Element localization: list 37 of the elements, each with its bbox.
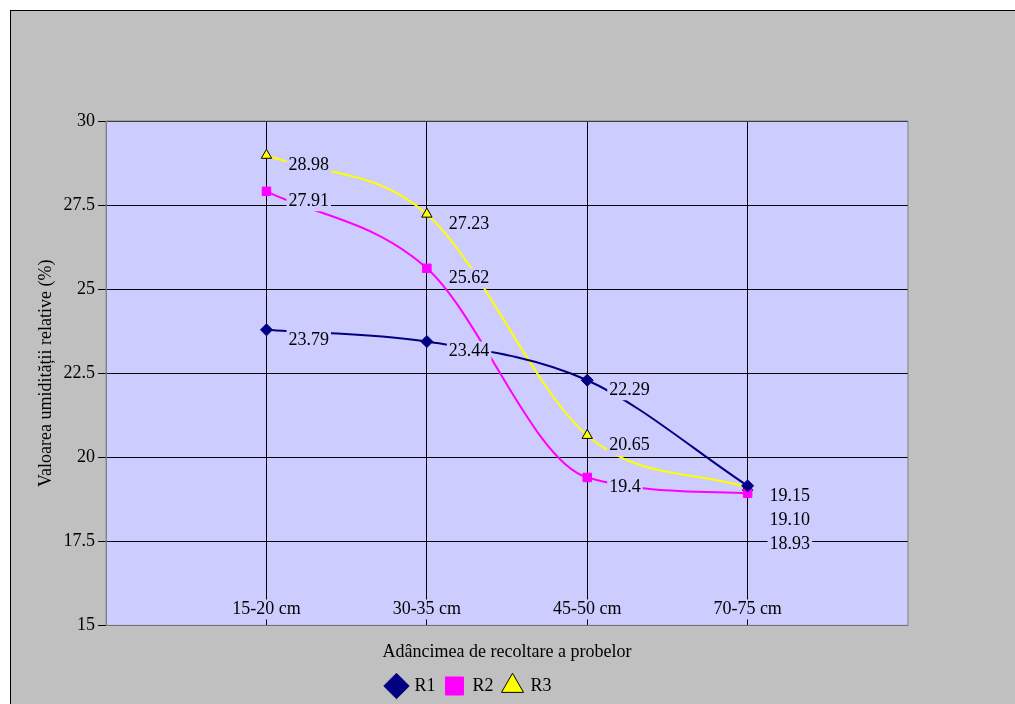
point <box>421 207 433 218</box>
point <box>420 335 434 349</box>
point <box>581 428 593 439</box>
point <box>580 373 594 387</box>
x-tick-label: 70-75 cm <box>713 598 782 619</box>
x-tick-label: 45-50 cm <box>553 598 622 619</box>
data-label: 19.15 <box>769 484 811 505</box>
data-label: 23.79 <box>288 328 329 349</box>
data-label: 22.29 <box>609 379 650 399</box>
data-label: 19.10 <box>769 508 811 529</box>
y-tick-label: 30 <box>77 109 96 130</box>
y-tick-label: 25 <box>77 277 96 298</box>
y-tick-label: 22.5 <box>63 361 96 382</box>
data-label: 28.98 <box>288 154 329 175</box>
point <box>260 148 273 159</box>
data-label: 25.62 <box>448 267 490 288</box>
legend-label: R2 <box>472 674 494 695</box>
x-tick-label: 30-35 cm <box>392 598 462 619</box>
legend-label: R1 <box>414 674 436 695</box>
y-axis-title: Valoarea umidității relative (%) <box>34 259 56 487</box>
y-tick-label: 17.5 <box>63 530 96 551</box>
y-tick-label: 27.5 <box>63 193 96 214</box>
point <box>259 323 273 337</box>
x-tick-label: 15-20 cm <box>232 598 301 619</box>
legend-label: R3 <box>530 674 552 695</box>
data-label: 19.4 <box>609 476 641 497</box>
data-label: 27.23 <box>448 212 490 233</box>
y-tick-label: 15 <box>77 614 96 635</box>
data-label: 18.93 <box>769 532 811 553</box>
point <box>261 186 272 197</box>
x-axis-title: Adâncimea de recoltare a probelor <box>382 640 632 661</box>
point <box>582 472 592 483</box>
point <box>422 263 432 274</box>
data-label: 23.44 <box>448 340 490 361</box>
y-tick-label: 20 <box>77 446 96 466</box>
data-label: 20.65 <box>609 434 650 455</box>
data-label: 27.91 <box>288 190 329 211</box>
